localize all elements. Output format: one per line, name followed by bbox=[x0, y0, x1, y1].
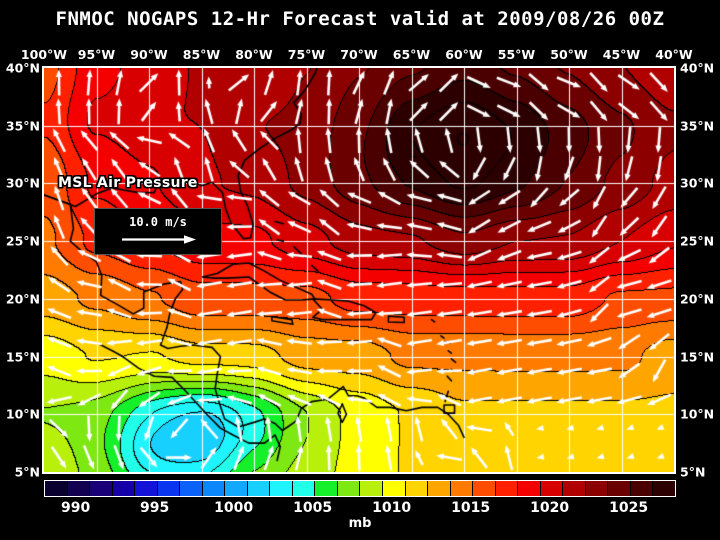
lon-tick-4: 80°W bbox=[235, 47, 273, 62]
colorbar-swatch-27 bbox=[653, 481, 675, 496]
colorbar-swatch-18 bbox=[450, 481, 474, 496]
field-label: MSL Air Pressure bbox=[58, 175, 198, 191]
colorbar-swatch-26 bbox=[630, 481, 654, 496]
colorbar-swatch-6 bbox=[180, 481, 203, 496]
colorbar-tick-1000: 1000 bbox=[214, 500, 254, 516]
colorbar-swatch-8 bbox=[225, 481, 248, 496]
colorbar-swatch-10 bbox=[270, 481, 293, 496]
colorbar-swatch-23 bbox=[563, 481, 586, 496]
lon-tick-6: 70°W bbox=[340, 47, 378, 62]
lat-tick-left-5: 15°N bbox=[5, 349, 40, 365]
colorbar-swatch-0 bbox=[45, 481, 68, 496]
lat-tick-right-0: 40°N bbox=[680, 60, 715, 76]
colorbar-tick-1010: 1010 bbox=[372, 500, 412, 516]
lat-tick-left-7: 5°N bbox=[14, 464, 40, 480]
colorbar-tick-995: 995 bbox=[139, 500, 170, 516]
colorbar-tick-1020: 1020 bbox=[530, 500, 570, 516]
colorbar-tick-1015: 1015 bbox=[451, 500, 491, 516]
colorbar-tick-1025: 1025 bbox=[609, 500, 649, 516]
colorbar-swatch-24 bbox=[585, 481, 609, 496]
lat-tick-right-4: 20°N bbox=[680, 291, 715, 307]
lat-tick-right-6: 10°N bbox=[680, 406, 715, 422]
lat-tick-left-0: 40°N bbox=[5, 60, 40, 76]
lat-tick-left-3: 25°N bbox=[5, 233, 40, 249]
lon-tick-12: 40°W bbox=[655, 47, 693, 62]
colorbar-swatch-3 bbox=[112, 481, 136, 496]
lat-tick-right-2: 30°N bbox=[680, 175, 715, 191]
colorbar-swatch-1 bbox=[67, 481, 91, 496]
colorbar-swatch-20 bbox=[495, 481, 519, 496]
lon-tick-10: 50°W bbox=[550, 47, 588, 62]
lat-tick-right-3: 25°N bbox=[680, 233, 715, 249]
map-plot-area[interactable]: MSL Air Pressure 10.0 m/s bbox=[42, 66, 676, 474]
lat-tick-right-5: 15°N bbox=[680, 349, 715, 365]
lat-tick-left-4: 20°N bbox=[5, 291, 40, 307]
colorbar-unit-label: mb bbox=[348, 516, 372, 531]
right-arrow-icon bbox=[118, 230, 198, 249]
colorbar-swatch-19 bbox=[473, 481, 496, 496]
colorbar-swatch-7 bbox=[202, 481, 226, 496]
colorbar-swatch-16 bbox=[405, 481, 429, 496]
page-title: FNMOC NOGAPS 12-Hr Forecast valid at 200… bbox=[55, 8, 665, 30]
colorbar-swatch-22 bbox=[540, 481, 564, 496]
lon-tick-2: 90°W bbox=[130, 47, 168, 62]
lon-tick-1: 95°W bbox=[77, 47, 116, 62]
colorbar-swatch-13 bbox=[337, 481, 361, 496]
colorbar-swatch-4 bbox=[135, 481, 158, 496]
colorbar-tick-990: 990 bbox=[60, 500, 91, 516]
colorbar-swatch-17 bbox=[428, 481, 451, 496]
colorbar-swatch-14 bbox=[360, 481, 383, 496]
colorbar-swatch-21 bbox=[518, 481, 541, 496]
lat-tick-right-7: 5°N bbox=[680, 464, 706, 480]
lon-tick-3: 85°W bbox=[182, 47, 221, 62]
wind-key-value: 10.0 m/s bbox=[129, 214, 187, 229]
lon-tick-7: 65°W bbox=[392, 47, 431, 62]
colorbar-swatch-25 bbox=[608, 481, 631, 496]
wind-vector-key: 10.0 m/s bbox=[94, 208, 222, 255]
colorbar-swatch-9 bbox=[247, 481, 271, 496]
lon-tick-5: 75°W bbox=[287, 47, 326, 62]
lat-tick-left-6: 10°N bbox=[5, 406, 40, 422]
colorbar-swatch-15 bbox=[382, 481, 406, 496]
lon-tick-11: 45°W bbox=[602, 47, 641, 62]
colorbar-swatch-5 bbox=[157, 481, 181, 496]
lon-tick-9: 55°W bbox=[497, 47, 536, 62]
lon-tick-8: 60°W bbox=[445, 47, 483, 62]
colorbar-swatch-2 bbox=[90, 481, 113, 496]
colorbar-swatch-11 bbox=[292, 481, 316, 496]
colorbar-swatch-12 bbox=[315, 481, 338, 496]
colorbar-tick-1005: 1005 bbox=[293, 500, 333, 516]
lat-tick-left-1: 35°N bbox=[5, 118, 40, 134]
lat-tick-right-1: 35°N bbox=[680, 118, 715, 134]
lat-tick-left-2: 30°N bbox=[5, 175, 40, 191]
pressure-colorbar[interactable] bbox=[44, 480, 676, 497]
lon-tick-0: 100°W bbox=[20, 47, 68, 62]
pressure-field-canvas bbox=[44, 68, 674, 472]
